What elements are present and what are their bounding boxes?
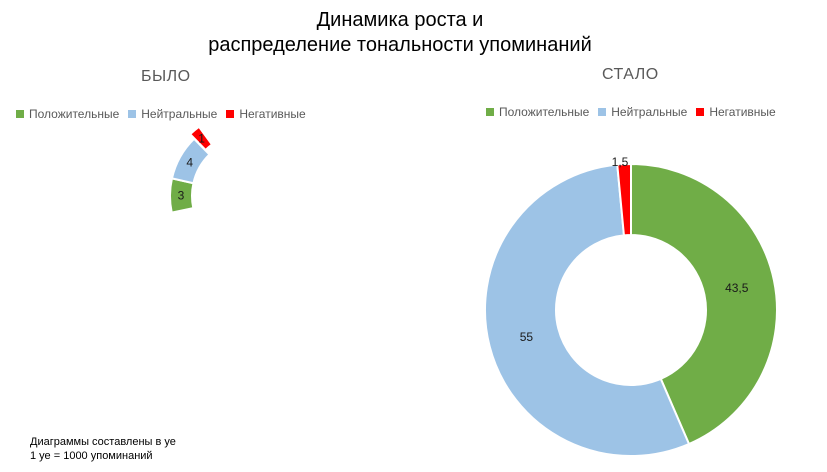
donut-slice-neutral xyxy=(484,163,691,457)
legend-swatch-neutral xyxy=(598,108,607,116)
footnote-line-1: Диаграммы составлены в уе xyxy=(30,436,176,448)
data-label-neutral: 55 xyxy=(520,330,534,344)
before-legend: Положительные Нейтральные Негативные xyxy=(16,107,315,121)
legend-swatch-negative xyxy=(226,110,235,118)
after-donut-chart: 43,5 55 1,5 xyxy=(484,155,778,457)
legend-item-positive: Положительные xyxy=(16,107,119,121)
after-chart-title: СТАЛО xyxy=(602,66,659,83)
legend-item-positive: Положительные xyxy=(486,105,589,119)
data-label-neutral: 4 xyxy=(186,155,193,169)
legend-swatch-negative xyxy=(696,108,705,116)
donut-slice-positive xyxy=(630,162,778,446)
legend-item-neutral: Нейтральные xyxy=(598,105,687,119)
legend-swatch-positive xyxy=(16,110,24,118)
data-label-positive: 43,5 xyxy=(725,281,749,295)
data-label-negative: 1,5 xyxy=(612,155,629,169)
chart-title: Динамика роста и распределение тональнос… xyxy=(0,8,800,58)
data-label-negative: 1 xyxy=(198,132,205,146)
legend-label-positive: Положительные xyxy=(29,107,120,121)
legend-item-negative: Негативные xyxy=(696,105,776,119)
legend-label-neutral: Нейтральные xyxy=(141,107,218,121)
footnote-line-2: 1 уе = 1000 упоминаний xyxy=(30,450,153,462)
legend-label-neutral: Нейтральные xyxy=(611,105,688,119)
data-label-positive: 3 xyxy=(178,189,185,203)
before-chart-title: БЫЛО xyxy=(141,68,191,85)
chart-title-line-1: Динамика роста и xyxy=(316,9,484,31)
legend-swatch-positive xyxy=(486,108,494,116)
donut-slice-negative xyxy=(188,125,214,152)
legend-label-positive: Положительные xyxy=(499,105,590,119)
chart-title-line-2: распределение тональности упоминаний xyxy=(208,34,592,56)
before-donut-chart: 3 41 xyxy=(169,125,214,214)
legend-item-neutral: Нейтральные xyxy=(128,107,217,121)
after-legend: Положительные Нейтральные Негативные xyxy=(486,105,785,119)
legend-swatch-neutral xyxy=(128,110,137,118)
footnote: Диаграммы составлены в уе 1 уе = 1000 уп… xyxy=(30,435,176,463)
legend-label-negative: Негативные xyxy=(239,107,306,121)
legend-label-negative: Негативные xyxy=(709,105,776,119)
donut-slice-negative xyxy=(616,162,632,237)
legend-item-negative: Негативные xyxy=(226,107,306,121)
